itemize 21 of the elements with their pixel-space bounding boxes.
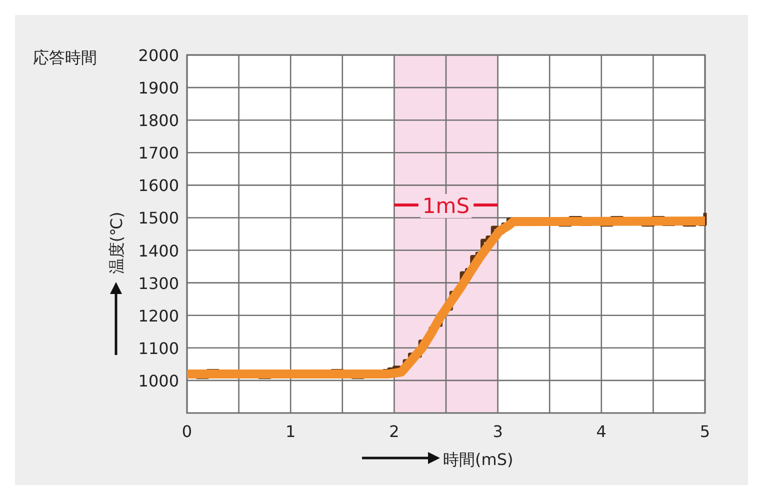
x-tick-label: 0 bbox=[182, 422, 192, 441]
y-tick-label: 1400 bbox=[138, 241, 179, 260]
y-axis-title: 温度(℃) bbox=[107, 212, 126, 274]
x-tick-label: 2 bbox=[389, 422, 400, 441]
y-tick-label: 1500 bbox=[138, 208, 179, 228]
x-tick-label: 3 bbox=[492, 422, 503, 441]
y-tick-label: 1800 bbox=[138, 111, 179, 130]
y-tick-label: 1700 bbox=[138, 144, 179, 163]
x-tick-label: 5 bbox=[700, 422, 710, 441]
x-tick-label: 1 bbox=[286, 422, 296, 441]
y-tick-label: 1100 bbox=[138, 338, 179, 358]
x-tick-label: 4 bbox=[596, 422, 606, 441]
y-tick-label: 2000 bbox=[138, 46, 179, 65]
band-label: 1mS bbox=[422, 194, 470, 218]
y-tick-label: 1900 bbox=[138, 78, 179, 98]
y-tick-label: 1600 bbox=[138, 176, 179, 196]
y-tick-label: 1300 bbox=[138, 274, 179, 293]
y-tick-label: 1000 bbox=[138, 371, 179, 390]
chart-title: 応答時間 bbox=[33, 48, 97, 67]
y-tick-label: 1200 bbox=[138, 306, 179, 326]
x-axis-title: 時間(mS) bbox=[443, 450, 514, 469]
